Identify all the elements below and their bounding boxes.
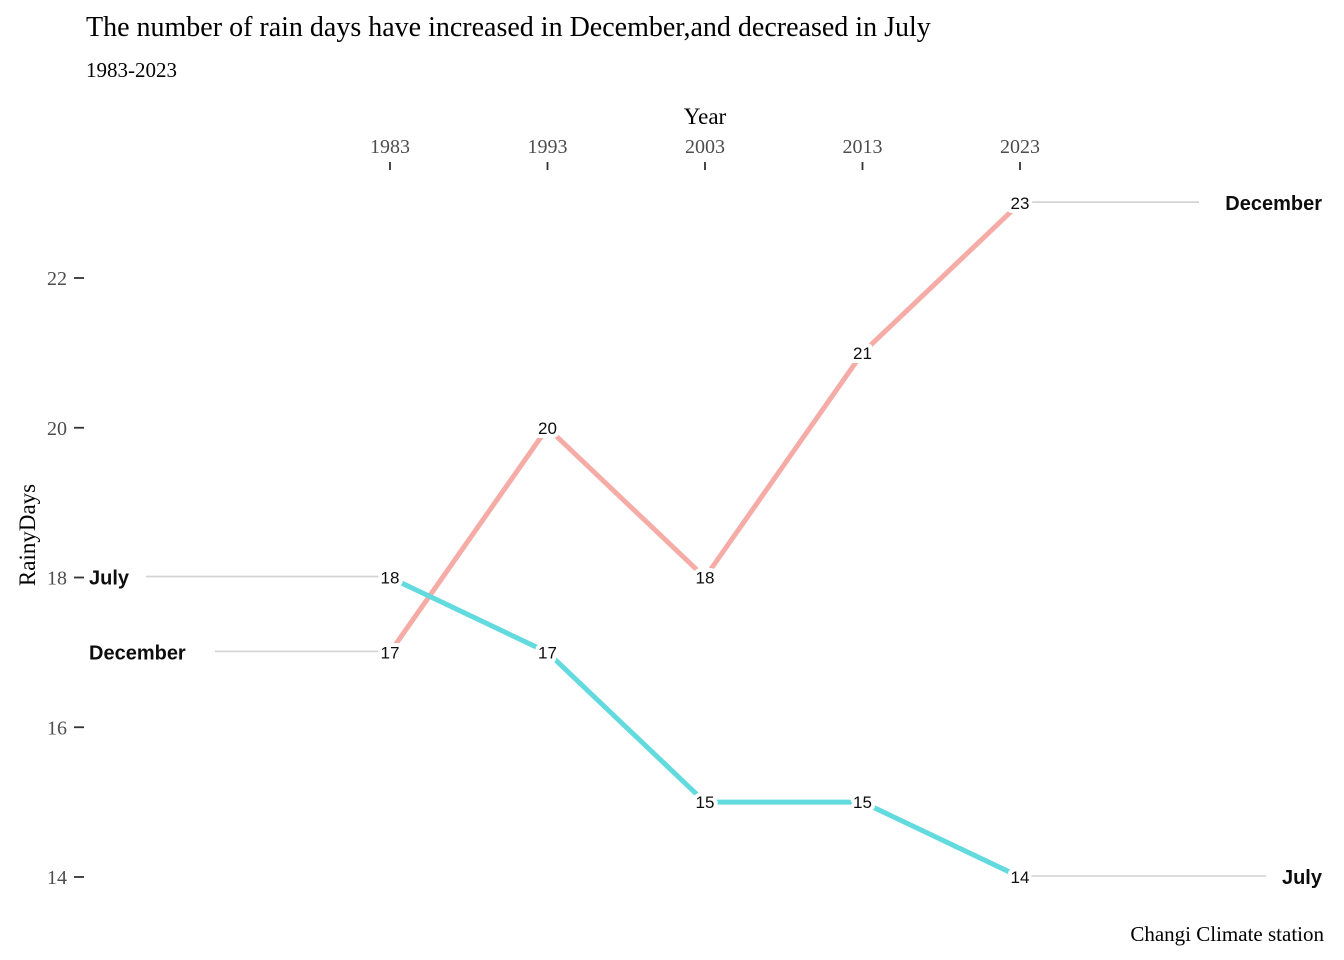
point-label-december-2013: 21 xyxy=(853,344,872,363)
series-line-july xyxy=(388,575,1022,880)
chart-caption: Changi Climate station xyxy=(1130,922,1324,946)
series-line-december xyxy=(387,201,1022,654)
point-label-december-1993: 20 xyxy=(538,419,557,438)
x-tick-label: 1993 xyxy=(528,136,568,158)
point-label-july-1983: 18 xyxy=(381,569,400,588)
x-tick-label: 2023 xyxy=(1000,136,1040,158)
point-label-december-2023: 23 xyxy=(1011,194,1030,213)
chart-subtitle: 1983-2023 xyxy=(86,58,177,82)
x-tick-label: 2003 xyxy=(685,136,725,158)
y-tick-label: 14 xyxy=(47,867,67,889)
series-label-left-december: December xyxy=(89,642,186,664)
x-tick-label: 2013 xyxy=(843,136,883,158)
series-label-right-july: July xyxy=(1282,867,1323,889)
point-label-december-2003: 18 xyxy=(696,569,715,588)
series-label-left-july: July xyxy=(89,568,130,590)
chart-title: The number of rain days have increased i… xyxy=(86,12,931,43)
series-label-right-december: December xyxy=(1225,193,1322,215)
y-tick-label: 22 xyxy=(47,268,67,290)
point-label-july-2023: 14 xyxy=(1011,868,1030,887)
point-label-december-1983: 17 xyxy=(381,643,400,662)
y-tick-label: 16 xyxy=(47,717,67,739)
y-tick-label: 20 xyxy=(47,418,67,440)
point-label-july-2003: 15 xyxy=(696,793,715,812)
x-axis-title: Year xyxy=(683,104,727,129)
point-label-july-2013: 15 xyxy=(853,793,872,812)
x-tick-label: 1983 xyxy=(370,136,410,158)
y-tick-label: 18 xyxy=(47,568,67,590)
point-label-july-1993: 17 xyxy=(538,643,557,662)
